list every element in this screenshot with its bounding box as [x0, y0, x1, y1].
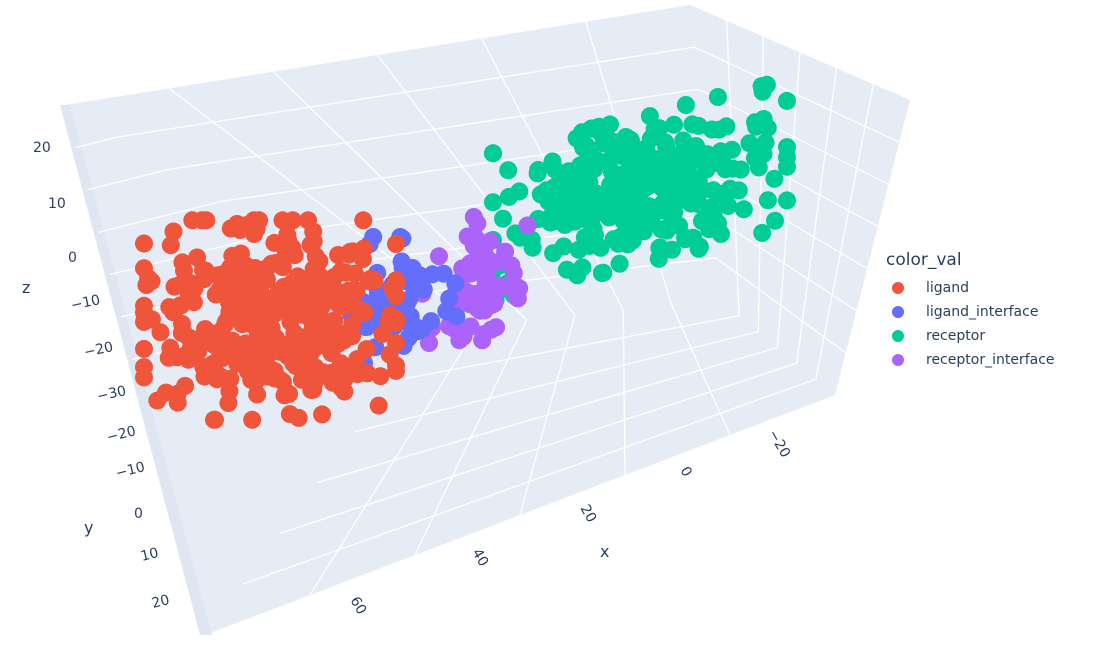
x-tick: 60 — [347, 594, 370, 617]
x-tick: 0 — [677, 464, 695, 480]
axis-ticks: 20 10 0 −10 −20 −30 z −20 −10 0 10 20 y … — [22, 140, 793, 617]
x-tick: −20 — [765, 427, 794, 461]
z-tick: −10 — [70, 292, 102, 314]
y-tick: −20 — [105, 423, 138, 446]
x-tick: 40 — [469, 546, 492, 569]
legend-title: color_val — [886, 250, 962, 270]
z-tick: 0 — [68, 250, 77, 266]
legend-label: receptor — [926, 328, 986, 344]
legend-marker-icon — [892, 330, 904, 342]
legend-label: ligand_interface — [926, 304, 1039, 320]
z-tick: 10 — [48, 196, 66, 212]
y-tick: 0 — [134, 506, 143, 522]
legend-label: receptor_interface — [926, 352, 1055, 368]
scatter-points — [135, 75, 796, 429]
legend-item-receptor[interactable]: receptor — [886, 324, 1055, 348]
z-tick: 20 — [33, 140, 51, 156]
y-tick: 20 — [150, 592, 171, 612]
legend-marker-icon — [892, 306, 904, 318]
y-axis-title: y — [84, 518, 93, 537]
legend-item-receptor-interface[interactable]: receptor_interface — [886, 348, 1055, 372]
legend-marker-icon — [892, 282, 904, 294]
legend-item-ligand[interactable]: ligand — [886, 276, 1055, 300]
z-tick: −20 — [83, 339, 115, 361]
z-axis-title: z — [22, 278, 30, 297]
y-tick: 10 — [139, 545, 160, 565]
x-axis-title: x — [600, 542, 609, 561]
legend-marker-icon — [892, 354, 904, 366]
legend: color_val ligand ligand_interface recept… — [886, 250, 1055, 372]
y-tick: −10 — [114, 459, 147, 482]
z-tick: −30 — [96, 383, 128, 405]
legend-label: ligand — [926, 280, 970, 296]
legend-item-ligand-interface[interactable]: ligand_interface — [886, 300, 1055, 324]
x-tick: 20 — [577, 502, 600, 525]
